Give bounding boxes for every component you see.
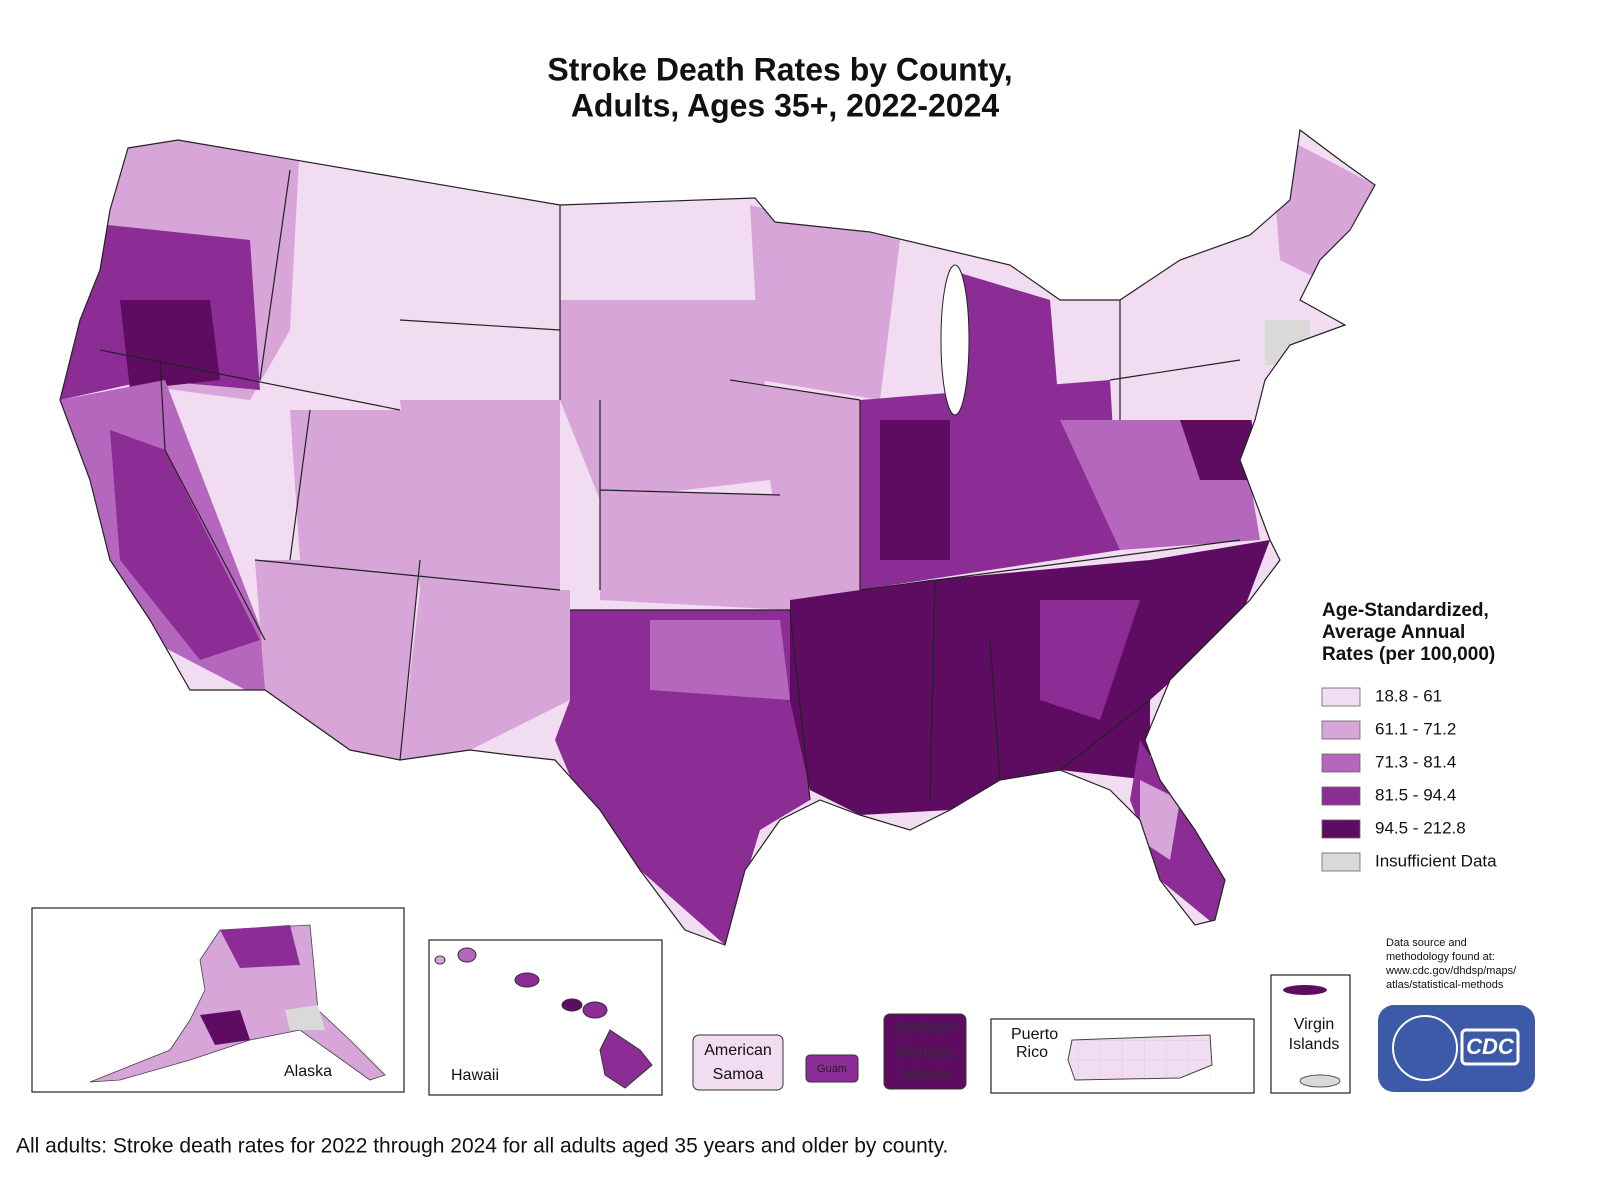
rate-region <box>560 300 770 500</box>
alaska-shape <box>89 924 386 1083</box>
inset-label: American <box>704 1042 772 1059</box>
lake-michigan <box>940 264 970 416</box>
county-regions <box>60 130 1375 945</box>
rate-region <box>1265 320 1310 365</box>
rate-region <box>750 205 900 400</box>
island <box>582 1001 608 1019</box>
american-samoa-box <box>692 1034 784 1091</box>
rate-region <box>110 430 260 660</box>
legend-title: Age-Standardized, <box>1322 600 1489 621</box>
us-map <box>59 128 1376 946</box>
source-note: atlas/statistical-methods <box>1386 979 1504 991</box>
legend-swatch <box>1321 852 1361 872</box>
rate-region <box>290 410 420 560</box>
rate-region <box>255 560 420 760</box>
rate-region <box>950 270 1060 420</box>
guam-box <box>805 1054 859 1083</box>
state-borders <box>99 169 1241 801</box>
rate-region <box>730 380 860 610</box>
legend-title: Average Annual <box>1322 622 1465 643</box>
rate-region <box>650 620 790 700</box>
rate-region <box>1130 740 1225 925</box>
legend-label: Insufficient Data <box>1375 851 1497 870</box>
inset-label: Islands <box>1289 1036 1340 1053</box>
rate-region <box>300 170 560 400</box>
inset-label: Alaska <box>284 1063 332 1080</box>
island <box>599 1029 653 1089</box>
legend-swatch <box>1321 687 1361 707</box>
caption: All adults: Stroke death rates for 2022 … <box>16 1135 948 1158</box>
rate-region <box>400 380 560 590</box>
title-line: Stroke Death Rates by County, <box>547 51 1012 87</box>
legend-title: Rates (per 100,000) <box>1322 644 1495 665</box>
cdc-logo-frame <box>1460 1028 1520 1066</box>
hawaii-islands <box>434 947 653 1089</box>
island <box>514 972 540 988</box>
cdc-logo-text: CDC <box>1466 1034 1515 1059</box>
inset-label: Guam <box>817 1063 847 1075</box>
legend-label: 71.3 - 81.4 <box>1375 752 1456 771</box>
legend-label: 18.8 - 61 <box>1375 686 1442 705</box>
inset-label: Hawaii <box>451 1067 499 1084</box>
alaska-region <box>200 1010 250 1045</box>
inset-label: Virgin <box>1294 1016 1335 1033</box>
inset-label: Rico <box>1016 1044 1048 1061</box>
alaska-region <box>220 925 300 968</box>
legend-swatch <box>1321 720 1361 740</box>
island <box>434 955 446 965</box>
inset-label: Puerto <box>1011 1026 1058 1043</box>
island <box>457 947 477 963</box>
rate-region <box>880 420 950 560</box>
rate-region <box>1040 600 1140 720</box>
island <box>1283 985 1327 995</box>
inset-label: Samoa <box>713 1066 764 1083</box>
island <box>1299 1074 1341 1088</box>
source-note: methodology found at: <box>1386 951 1495 963</box>
county-grid <box>1068 1035 1212 1080</box>
legend-label: 61.1 - 71.2 <box>1375 719 1456 738</box>
alaska-region <box>285 1005 325 1030</box>
source-note: www.cdc.gov/dhdsp/maps/ <box>1385 965 1517 977</box>
rate-region <box>1180 410 1260 480</box>
title-line: Adults, Ages 35+, 2022-2024 <box>571 87 1000 123</box>
rate-region <box>400 590 570 760</box>
us-outline <box>59 128 1376 946</box>
source-note: Data source and <box>1386 937 1467 949</box>
hhs-seal <box>1392 1015 1458 1081</box>
rate-region <box>1140 780 1180 860</box>
legend: Age-Standardized, Average Annual Rates (… <box>1321 600 1497 872</box>
rate-region <box>600 490 790 610</box>
legend-swatch <box>1321 819 1361 839</box>
rate-region <box>120 300 220 390</box>
legend-label: 81.5 - 94.4 <box>1375 785 1456 804</box>
inset-label: Mariana <box>896 1044 954 1061</box>
legend-label: 94.5 - 212.8 <box>1375 818 1466 837</box>
legend-swatch <box>1321 786 1361 806</box>
inset-label: Northern <box>894 1020 956 1037</box>
inset-label: Islands <box>900 1067 951 1084</box>
nmi-box <box>883 1013 967 1090</box>
rate-region <box>1270 130 1375 280</box>
island <box>561 998 583 1012</box>
legend-swatch <box>1321 753 1361 773</box>
